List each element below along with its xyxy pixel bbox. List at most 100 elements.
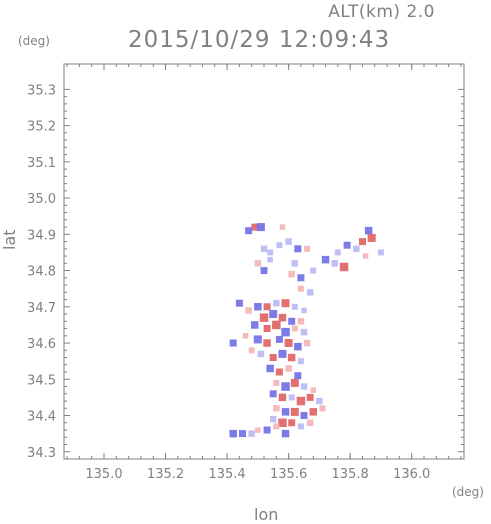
heatmap-cell	[267, 256, 273, 263]
heatmap-cell	[275, 335, 283, 343]
heatmap-cell	[306, 393, 314, 401]
heatmap-cell	[254, 260, 262, 267]
heatmap-cell	[263, 303, 271, 311]
heatmap-cell	[266, 364, 274, 373]
heatmap-cell	[256, 223, 265, 232]
heatmap-cell	[270, 415, 277, 423]
heatmap-cell	[303, 339, 311, 347]
heatmap-cell	[367, 233, 376, 242]
axis-ticks: 34.3 34.4 34.5 34.6 34.7 34.8 34.9 35.0 35.1 35.2…	[27, 64, 464, 482]
x-tick-label: 135.0	[85, 467, 122, 482]
heatmap-cell	[235, 299, 243, 307]
heatmap-cell	[377, 249, 384, 256]
heatmap-cell	[297, 423, 304, 430]
heatmap-cell	[309, 408, 317, 416]
heatmap-cell	[297, 358, 304, 365]
heatmap-cell	[248, 430, 255, 437]
heatmap-cell	[359, 238, 366, 246]
y-tick-label: 34.3	[27, 446, 56, 461]
lon-unit-label: (deg)	[452, 485, 484, 499]
heatmap-cell	[260, 267, 268, 275]
heatmap-cell	[296, 396, 306, 406]
heatmap-cell	[281, 408, 290, 416]
heatmap-cell	[253, 335, 262, 344]
y-tick-label: 34.5	[27, 373, 56, 388]
heatmap-cell	[304, 245, 311, 252]
heatmap-cell	[278, 418, 287, 427]
lat-unit-label: (deg)	[18, 34, 50, 48]
heatmap-cell	[257, 350, 265, 358]
heatmap-cell	[287, 353, 296, 362]
heatmap-cell	[294, 372, 302, 380]
heatmap-cell	[273, 405, 280, 412]
heatmap-cell	[331, 260, 338, 267]
heatmap-cell	[290, 407, 299, 416]
heatmap-cell	[239, 430, 246, 438]
heatmap-cell	[364, 226, 373, 235]
heatmap-cell	[263, 339, 271, 347]
heatmap-cell	[273, 423, 280, 430]
heatmap-cell	[300, 383, 308, 390]
heatmap-cell	[288, 270, 295, 278]
heatmap-cell	[251, 223, 259, 231]
heatmap-cell	[285, 365, 292, 372]
plot-frame	[63, 63, 465, 460]
y-tick-label: 35.3	[27, 83, 56, 98]
heatmap-cell	[301, 307, 307, 314]
heatmap-cell	[339, 262, 349, 272]
heatmap-cell	[281, 382, 290, 391]
heatmap-cell	[242, 333, 249, 339]
heatmap-cell	[275, 368, 283, 376]
heatmap-cell	[269, 390, 277, 398]
heatmap-cell	[278, 313, 287, 322]
heatmap-cell	[248, 347, 255, 354]
heatmap-cell	[229, 339, 237, 347]
heatmap-cell	[281, 327, 290, 337]
heatmap-cell	[291, 325, 298, 332]
heatmap-cell	[254, 303, 262, 311]
heatmap-cell	[273, 299, 280, 307]
heatmap-cell	[294, 342, 302, 351]
y-tick-label: 35.1	[27, 156, 56, 171]
heatmap-cell	[291, 303, 298, 310]
y-tick-label: 34.7	[27, 301, 56, 316]
heatmap-cell	[278, 393, 287, 402]
heatmap-cell	[334, 249, 341, 256]
x-tick-label: 135.2	[147, 467, 184, 482]
heatmap-cell	[245, 227, 253, 235]
heatmap-cell	[310, 387, 316, 393]
heatmap-cell	[269, 354, 277, 361]
heatmap-cell	[284, 339, 293, 347]
heatmap-cell	[306, 289, 314, 296]
heatmap-cell	[281, 429, 290, 438]
x-tick-label: 135.4	[208, 467, 245, 482]
heatmap-cell	[278, 349, 287, 358]
heatmap-cell	[288, 317, 296, 325]
heatmap-cell	[316, 397, 323, 405]
x-axis-label: lon	[254, 505, 279, 524]
y-tick-label: 34.8	[27, 265, 56, 280]
heatmap-cell	[321, 255, 330, 264]
heatmap-cell	[255, 427, 261, 433]
heatmap-cell	[300, 412, 308, 419]
heatmap-cell	[263, 426, 271, 434]
heatmap-cell	[259, 313, 269, 322]
heatmap-cell	[294, 245, 302, 253]
heatmap-cell	[288, 394, 295, 401]
x-tick-label: 136.0	[393, 467, 430, 482]
heatmap-cell	[290, 378, 299, 387]
y-tick-label: 34.4	[27, 410, 56, 425]
heatmap-cell	[300, 328, 308, 336]
heatmap-cell	[229, 429, 237, 438]
heatmap-cell	[263, 325, 271, 332]
heatmap-cells	[229, 223, 384, 438]
heatmap-cell	[267, 249, 274, 256]
x-tick-label: 135.8	[332, 467, 369, 482]
heatmap-cell	[343, 241, 351, 249]
y-tick-label: 35.2	[27, 120, 56, 135]
heatmap-cell	[310, 267, 317, 274]
x-tick-label: 135.6	[270, 467, 307, 482]
heatmap-cell	[288, 419, 296, 427]
heatmap-cell	[291, 260, 298, 267]
